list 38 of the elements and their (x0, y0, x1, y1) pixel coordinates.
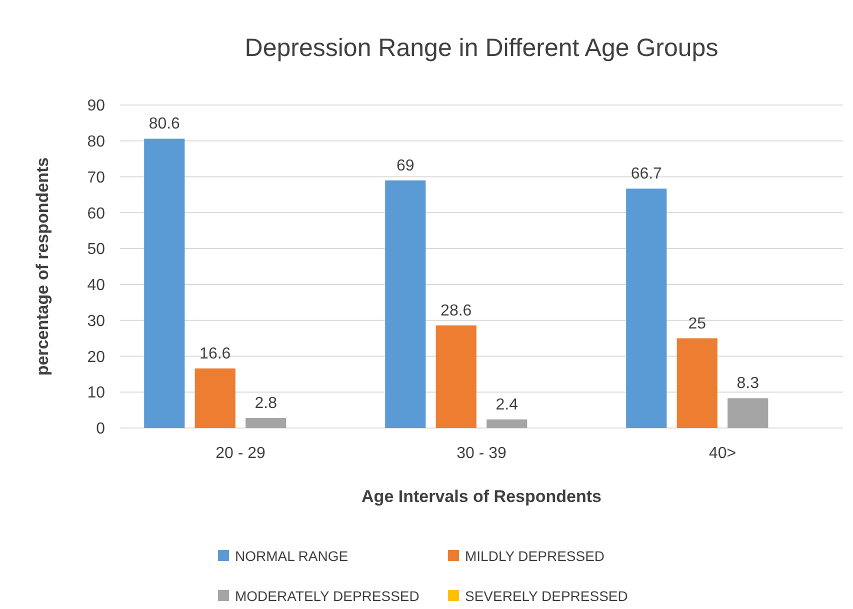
y-tick-label: 70 (87, 169, 106, 186)
data-label: 2.8 (254, 394, 278, 412)
legend-label: MODERATELY DEPRESSED (235, 588, 420, 604)
y-tick-label: 40 (87, 277, 106, 294)
bar (436, 325, 476, 428)
y-tick-label: 0 (96, 420, 106, 438)
y-tick-label: 20 (87, 348, 106, 366)
data-label: 69 (396, 157, 414, 174)
x-tick-label: 40> (708, 445, 736, 462)
x-tick-label: 20 - 29 (216, 445, 266, 462)
bar (486, 419, 528, 428)
legend-label: NORMAL RANGE (235, 548, 348, 564)
data-label: 25 (688, 315, 706, 332)
y-tick-label: 60 (87, 205, 106, 222)
x-tick-label: 30 - 39 (456, 445, 507, 462)
data-label: 80.6 (148, 116, 180, 133)
bar (626, 188, 667, 428)
bar (144, 138, 185, 428)
legend-label: SEVERELY DEPRESSED (465, 588, 628, 604)
legend-label: MILDLY DEPRESSED (465, 548, 605, 564)
chart-title: Depression Range in Different Age Groups (244, 34, 718, 62)
data-label: 28.6 (440, 302, 472, 320)
bar (676, 338, 718, 428)
data-label: 8.3 (736, 375, 760, 392)
data-label: 16.6 (200, 345, 231, 362)
y-tick-label: 50 (87, 241, 106, 258)
y-tick-label: 10 (87, 384, 106, 402)
bar (246, 418, 286, 428)
bar (194, 368, 236, 428)
data-label: 2.4 (496, 396, 518, 414)
y-tick-label: 30 (87, 312, 106, 330)
y-axis-title: percentage of respondents (33, 157, 52, 376)
bar (385, 180, 426, 428)
data-label: 66.7 (630, 166, 662, 183)
y-tick-label: 90 (87, 98, 106, 115)
bar (728, 398, 768, 428)
y-tick-label: 80 (87, 133, 106, 150)
x-axis-title: Age Intervals of Respondents (362, 487, 602, 506)
